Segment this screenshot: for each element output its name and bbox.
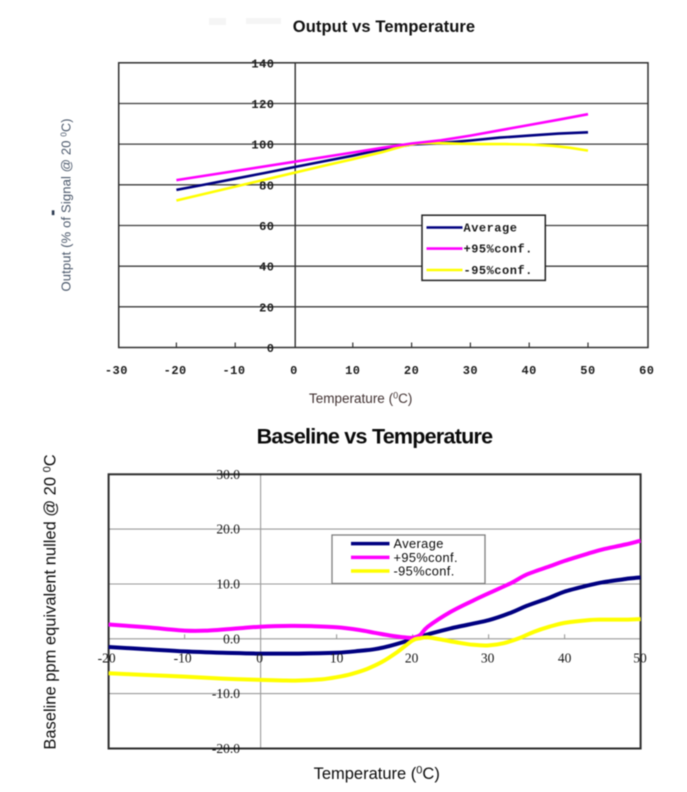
svg-text:120: 120 — [251, 98, 274, 112]
svg-text:-30: -30 — [105, 364, 128, 378]
svg-text:40: 40 — [521, 364, 536, 378]
svg-text:50: 50 — [633, 651, 647, 666]
svg-text:20: 20 — [405, 651, 419, 666]
svg-text:20: 20 — [404, 364, 419, 378]
svg-text:20: 20 — [259, 301, 274, 315]
svg-text:Average: Average — [394, 536, 444, 551]
svg-text:30: 30 — [481, 651, 495, 666]
svg-text:+95%conf.: +95%conf. — [464, 243, 533, 257]
svg-text:-10.0: -10.0 — [212, 686, 240, 701]
svg-text:Output vs Temperature: Output vs Temperature — [293, 18, 475, 36]
svg-text:-95%conf.: -95%conf. — [394, 564, 455, 579]
svg-text:20.0: 20.0 — [216, 522, 240, 537]
svg-text:30.0: 30.0 — [216, 467, 240, 482]
svg-text:Average: Average — [464, 222, 518, 236]
svg-text:0.0: 0.0 — [223, 631, 240, 646]
svg-text:0: 0 — [290, 364, 298, 378]
svg-text:+95%conf.: +95%conf. — [394, 550, 458, 565]
svg-text:Temperature (0C): Temperature (0C) — [314, 765, 440, 784]
svg-text:Output (% of Signal @ 20 0C): Output (% of Signal @ 20 0C) — [59, 118, 74, 291]
svg-text:140: 140 — [251, 57, 274, 71]
svg-text:-10: -10 — [174, 651, 192, 666]
svg-text:-20.0: -20.0 — [212, 741, 240, 756]
svg-text:40: 40 — [558, 651, 572, 666]
svg-text:0: 0 — [267, 342, 275, 356]
svg-text:10: 10 — [345, 364, 360, 378]
svg-text:10.0: 10.0 — [216, 577, 240, 592]
svg-text:30: 30 — [463, 364, 478, 378]
svg-text:-20: -20 — [164, 364, 187, 378]
svg-text:Baseline ppm equivalent nulled: Baseline ppm equivalent nulled @ 20 0C — [42, 454, 60, 749]
svg-text:Baseline vs Temperature: Baseline vs Temperature — [257, 425, 493, 449]
svg-text:60: 60 — [259, 220, 274, 234]
svg-text:100: 100 — [251, 139, 274, 153]
svg-text:40: 40 — [259, 261, 274, 275]
svg-text:Temperature (0C): Temperature (0C) — [309, 391, 412, 407]
svg-text:-20: -20 — [98, 651, 116, 666]
svg-text:0: 0 — [256, 651, 263, 666]
svg-text:-95%conf.: -95%conf. — [464, 264, 533, 278]
svg-text:10: 10 — [330, 651, 344, 666]
svg-text:80: 80 — [259, 179, 274, 193]
svg-text:50: 50 — [580, 364, 595, 378]
svg-text:-10: -10 — [222, 364, 245, 378]
svg-text:60: 60 — [639, 364, 654, 378]
